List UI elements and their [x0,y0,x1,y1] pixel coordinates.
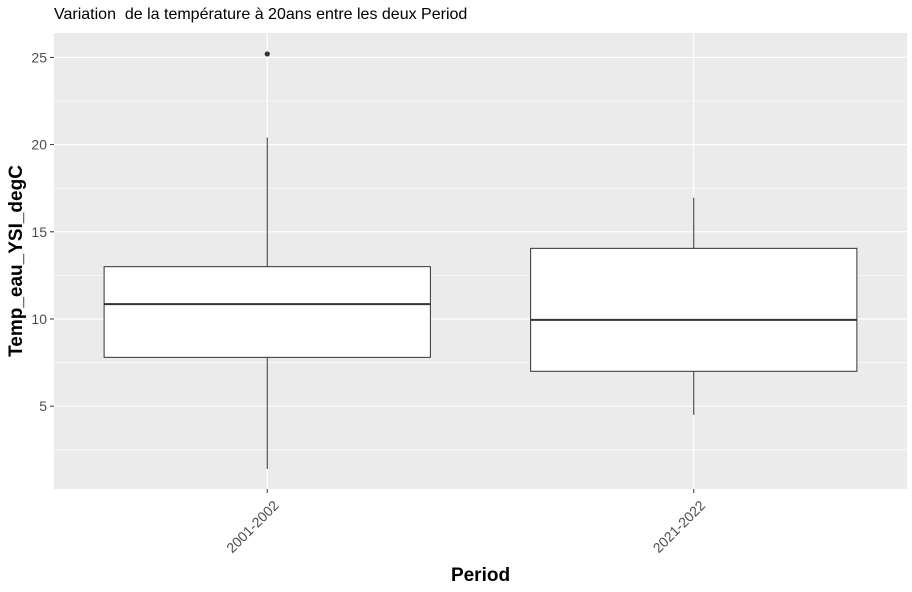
y-axis-title: Temp_eau_YSI_degC [6,165,27,357]
x-tick-label: 2001-2002 [223,497,282,556]
box-iqr [103,266,431,358]
y-tick-label: 20 [31,137,47,153]
x-tick-label: 2021-2022 [650,497,709,556]
outlier-point [264,51,270,57]
y-tick-label: 10 [31,311,47,327]
y-tick-label: 5 [39,398,47,414]
boxes [103,51,858,469]
x-axis-title: Period [451,565,510,586]
box-iqr [530,247,858,372]
y-tick-label: 25 [31,49,47,65]
chart-title: Variation de la température à 20ans entr… [54,6,468,23]
y-tick-label: 15 [31,224,47,240]
